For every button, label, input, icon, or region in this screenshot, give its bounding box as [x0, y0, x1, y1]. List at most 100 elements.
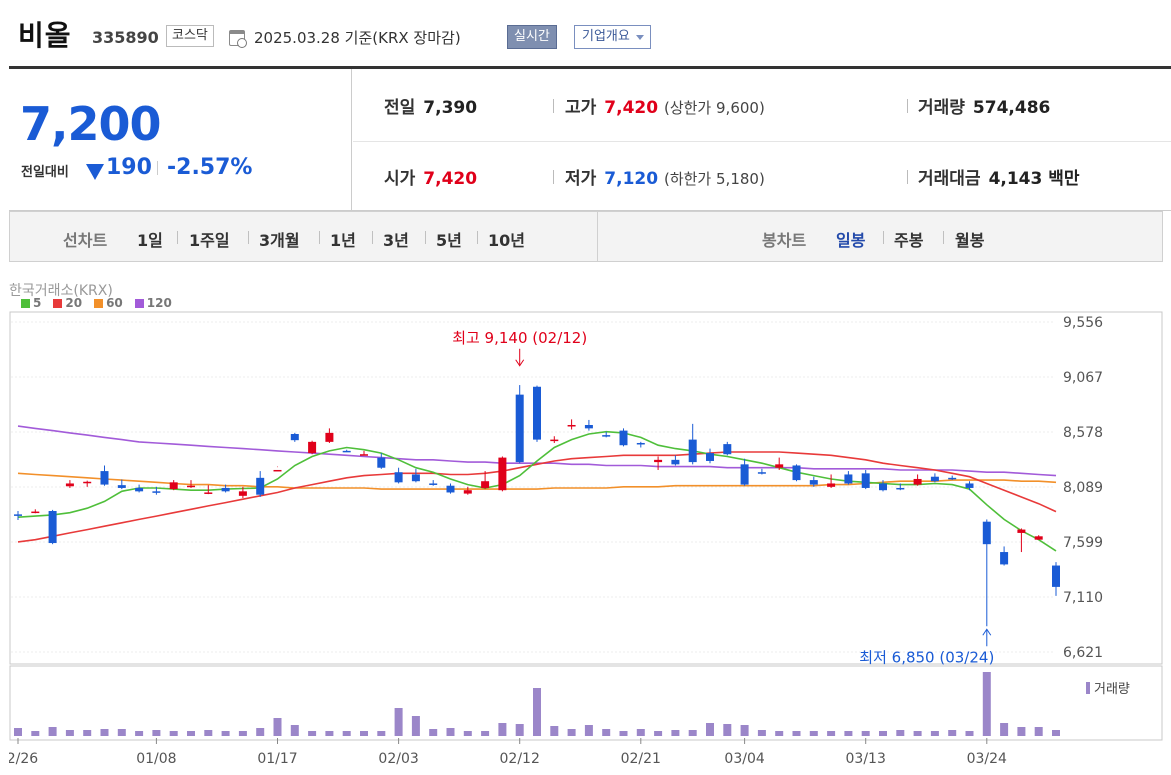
current-price-box: 7,200 전일대비 190 -2.57% — [9, 69, 352, 210]
volume-bar — [982, 672, 991, 736]
quote-details — [353, 69, 1171, 210]
x-tick-label: 02/21 — [621, 751, 661, 767]
volume-bar — [360, 731, 368, 736]
divider — [907, 170, 908, 184]
volume-bar — [308, 731, 317, 736]
candle-body — [498, 457, 507, 491]
realtime-button[interactable]: 실시간 — [507, 25, 557, 49]
volume-bar — [342, 731, 351, 736]
volume-bar — [446, 728, 455, 736]
volume-bar — [896, 730, 905, 736]
volume-bar — [273, 718, 282, 736]
volume-bar — [204, 730, 213, 736]
volume-bar — [135, 731, 144, 736]
candle-body — [913, 478, 922, 485]
tab-3y[interactable]: 3년 — [383, 231, 409, 250]
volume-legend-swatch — [1086, 682, 1090, 694]
volume-bar — [515, 724, 524, 736]
candle-body — [1052, 565, 1060, 587]
divider — [157, 161, 158, 175]
change-amount: 190 — [106, 155, 152, 180]
y-tick-label: 7,599 — [1063, 535, 1103, 551]
candle-body — [567, 424, 576, 427]
prev-close: 전일 7,390 — [384, 98, 478, 118]
price-plot-frame — [9, 311, 1163, 665]
candle-body — [463, 490, 472, 494]
y-tick-label: 8,578 — [1063, 425, 1103, 441]
candle-body — [827, 483, 836, 487]
volume-bar — [481, 731, 490, 736]
x-tick-label: 01/08 — [136, 751, 176, 767]
candle-body — [48, 511, 57, 544]
candle-body — [706, 453, 714, 461]
tab-1w[interactable]: 1주일 — [189, 231, 230, 250]
market-badge: 코스닥 — [166, 25, 214, 47]
volume-bar — [775, 731, 784, 736]
x-tick-label: 03/13 — [846, 751, 886, 767]
candle-body — [394, 472, 403, 483]
x-tick-label: 03/24 — [967, 751, 1007, 767]
divider — [319, 231, 320, 244]
tab-daily[interactable]: 일봉 — [836, 231, 866, 250]
volume-bar — [325, 731, 334, 736]
volume-bar — [636, 729, 645, 736]
trade-amount: 거래대금 4,143 백만 — [918, 169, 1080, 189]
tab-1y[interactable]: 1년 — [330, 231, 356, 250]
candle-body — [930, 476, 939, 482]
candle-body — [377, 457, 386, 468]
volume-bar — [14, 728, 22, 736]
candle-body — [688, 439, 697, 463]
volume-bar — [965, 731, 974, 736]
volume-bar — [654, 731, 663, 736]
candle-body — [135, 487, 144, 492]
divider — [425, 231, 426, 244]
tab-1d[interactable]: 1일 — [137, 231, 163, 250]
volume-bar — [602, 729, 611, 736]
tab-5y[interactable]: 5년 — [436, 231, 462, 250]
divider — [477, 231, 478, 244]
volume-bar — [169, 731, 178, 736]
volume-bar — [533, 688, 541, 736]
candle-body — [619, 430, 628, 446]
volume-bar — [809, 731, 818, 736]
candle-body — [221, 487, 230, 492]
candle-body — [602, 435, 611, 437]
volume-bar — [550, 726, 559, 736]
candlestick-chart[interactable]: 9,556 9,067 8,578 8,089 7,599 7,110 6,621 12/26… — [9, 262, 1171, 775]
open-price: 시가 7,420 — [384, 169, 478, 189]
tab-weekly[interactable]: 주봉 — [894, 231, 924, 250]
candle-body — [584, 424, 593, 429]
volume-bar — [913, 731, 922, 736]
legend-ma120: 120 — [134, 296, 172, 310]
candle-chart-label: 봉차트 — [762, 231, 807, 250]
tab-3m[interactable]: 3개월 — [259, 231, 300, 250]
candle-body — [152, 491, 161, 493]
candle-body — [636, 442, 645, 445]
y-tick-label: 9,556 — [1063, 315, 1103, 331]
divider — [943, 231, 944, 244]
tab-monthly[interactable]: 월봉 — [955, 231, 985, 250]
volume-bar — [827, 731, 836, 736]
volume-bar — [740, 725, 749, 736]
company-overview-dropdown[interactable]: 기업개요 — [574, 25, 651, 49]
volume-bar — [290, 725, 299, 736]
volume-bar — [948, 730, 957, 736]
candle-body — [879, 483, 887, 491]
candle-body — [481, 481, 490, 488]
candle-body — [169, 482, 178, 490]
volume-bar — [879, 731, 887, 736]
divider — [553, 99, 554, 113]
volume-bar — [1052, 730, 1060, 736]
y-tick-label: 6,621 — [1063, 645, 1103, 661]
candle-body — [238, 491, 247, 496]
x-tick-label: 01/17 — [257, 751, 297, 767]
candle-body — [117, 485, 126, 488]
low-price: 저가 7,120 (하한가 5,180) — [565, 169, 765, 189]
tab-10y[interactable]: 10년 — [488, 231, 525, 250]
volume: 거래량 574,486 — [918, 98, 1051, 118]
candle-body — [1017, 529, 1026, 533]
volume-bar — [671, 730, 680, 736]
volume-bar — [429, 729, 438, 736]
volume-bar — [411, 716, 420, 736]
candle-body — [740, 464, 749, 485]
